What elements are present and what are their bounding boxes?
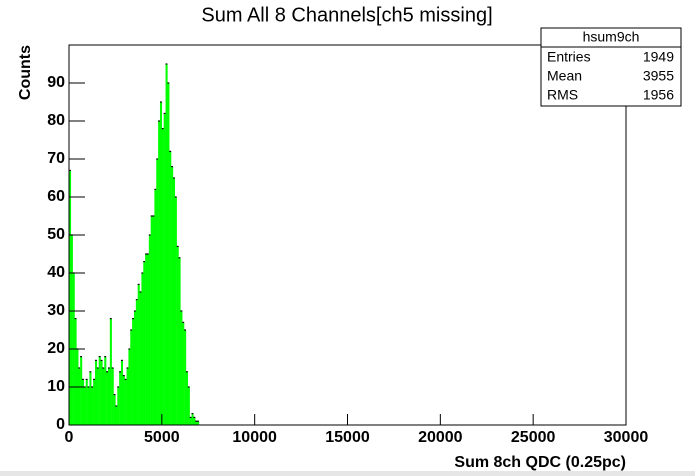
bar [120, 360, 124, 425]
bar [96, 368, 99, 425]
bar [152, 216, 155, 425]
x-tick-label: 30000 [604, 429, 649, 446]
y-tick-label: 0 [56, 416, 65, 433]
bar [148, 235, 151, 425]
bar [189, 417, 192, 425]
bar [143, 261, 146, 425]
bar [87, 387, 90, 425]
y-axis-label: Counts [17, 45, 34, 100]
x-tick-label: 15000 [325, 429, 370, 446]
bar [91, 387, 94, 425]
bar [193, 417, 196, 425]
bar [139, 292, 142, 425]
bar [124, 379, 127, 425]
bar [156, 159, 159, 425]
bar [146, 254, 150, 425]
stats-value: 1949 [643, 49, 674, 65]
bar [122, 375, 125, 425]
bar [132, 318, 135, 425]
bar [167, 83, 170, 425]
bar [81, 379, 85, 425]
bar [145, 254, 148, 425]
bar [185, 371, 189, 425]
bar [109, 318, 112, 425]
x-axis-label: Sum 8ch QDC (0.25pc) [454, 454, 626, 471]
bar [165, 64, 168, 425]
x-tick-label: 25000 [511, 429, 556, 446]
x-tick-label: 5000 [144, 429, 180, 446]
bar [94, 360, 98, 425]
x-tick-label: 0 [65, 429, 74, 446]
stats-value: 3955 [643, 68, 674, 84]
bar [117, 387, 120, 425]
bar [115, 406, 118, 425]
bar [150, 216, 153, 425]
bar [159, 102, 163, 425]
bar [161, 128, 164, 425]
bar [69, 170, 72, 425]
bar [89, 371, 92, 425]
bar [107, 368, 111, 425]
stats-title: hsum9ch [583, 29, 640, 45]
chart-title: Sum All 8 Channels[ch5 missing] [201, 4, 492, 26]
bar [154, 189, 157, 425]
bar [93, 379, 96, 425]
y-tick-label: 30 [47, 302, 65, 319]
bar [174, 197, 177, 425]
bar [85, 379, 88, 425]
bar [137, 284, 140, 425]
y-tick-label: 90 [47, 74, 65, 91]
y-tick-label: 40 [47, 264, 65, 281]
bar [126, 368, 129, 425]
bar [197, 421, 200, 425]
bar [106, 371, 109, 425]
x-tick-label: 20000 [418, 429, 463, 446]
bar [104, 356, 107, 425]
bar [78, 368, 81, 425]
bar [180, 311, 183, 425]
bar [100, 360, 103, 425]
bottom-edge [0, 471, 695, 476]
bar [178, 257, 181, 425]
bar [169, 151, 172, 425]
bar [141, 273, 144, 425]
y-tick-label: 70 [47, 150, 65, 167]
x-tick-label: 10000 [232, 429, 277, 446]
bar [128, 349, 131, 425]
y-tick-label: 60 [47, 188, 65, 205]
bar [133, 311, 137, 425]
bar [74, 318, 77, 425]
y-tick-label: 80 [47, 112, 65, 129]
bar [172, 178, 176, 425]
bar [182, 322, 185, 425]
stats-value: 1956 [643, 87, 674, 103]
bar [102, 368, 105, 425]
stats-label: RMS [547, 87, 578, 103]
bar [176, 246, 179, 425]
bar [70, 235, 73, 425]
bar [191, 413, 194, 425]
bar [80, 356, 83, 425]
stats-box: hsum9ch Entries 1949 Mean 3955 RMS 1956 [540, 27, 682, 107]
bar [130, 330, 133, 425]
stats-label: Entries [547, 49, 591, 65]
bar [184, 330, 187, 425]
bar [171, 166, 174, 425]
bar [195, 421, 198, 425]
stats-label: Mean [547, 68, 582, 84]
bar [187, 387, 190, 425]
y-tick-label: 10 [47, 378, 65, 395]
y-tick-label: 20 [47, 340, 65, 357]
bar [83, 387, 86, 425]
bar [119, 371, 122, 425]
bar [98, 356, 101, 425]
y-tick-label: 50 [47, 226, 65, 243]
bar [111, 368, 114, 425]
bar [163, 113, 166, 426]
stats-frame [540, 27, 682, 107]
bar [135, 299, 138, 425]
bar [158, 121, 161, 425]
bar [113, 394, 116, 425]
